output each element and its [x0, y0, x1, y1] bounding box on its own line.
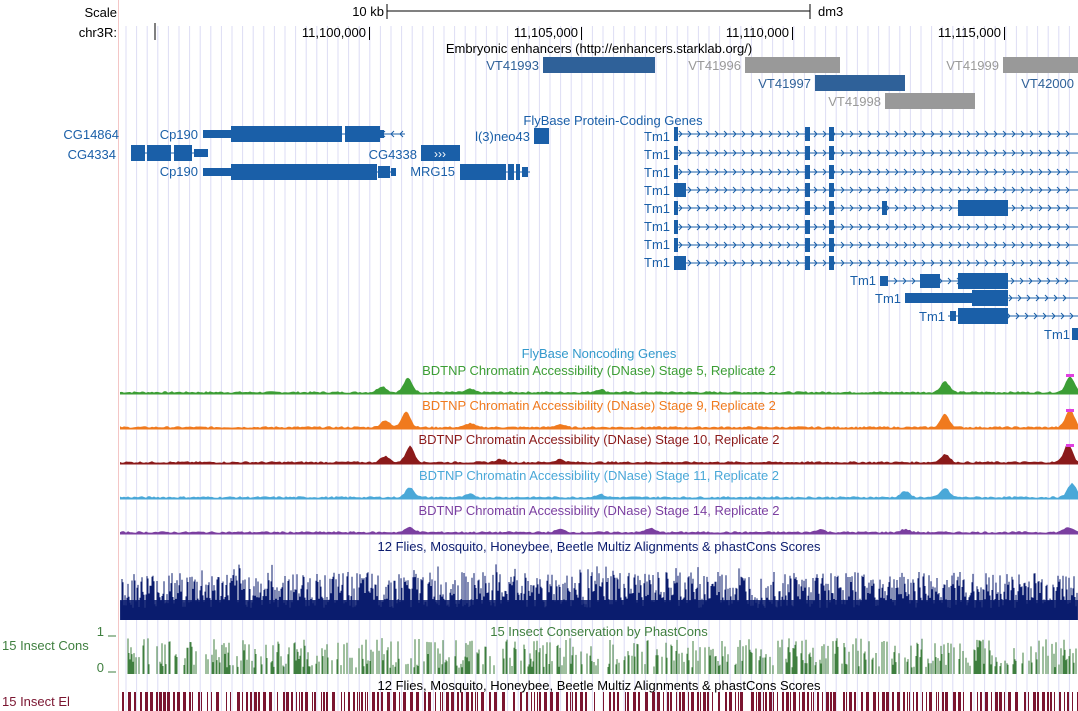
gene-model[interactable]: [421, 145, 460, 161]
ruler-tick-label: 11,110,000: [726, 25, 789, 40]
gene-label[interactable]: Tm1: [644, 165, 670, 180]
gene-label[interactable]: Tm1: [919, 309, 945, 324]
elements-title: 12 Flies, Mosquito, Honeybee, Beetle Mul…: [378, 678, 821, 693]
gene-model[interactable]: [131, 145, 208, 161]
gene-label[interactable]: Cp190: [160, 127, 198, 142]
gene-label[interactable]: Tm1: [644, 129, 670, 144]
gene-label[interactable]: Tm1: [850, 273, 876, 288]
dnase-title: BDTNP Chromatin Accessibility (DNase) St…: [422, 363, 776, 378]
enhancer-label[interactable]: VT41999: [946, 58, 999, 73]
strand-arrows-icon: ›››: [434, 147, 446, 161]
gene-model[interactable]: [674, 256, 1078, 270]
enhancers-track-title: Embryonic enhancers (http://enhancers.st…: [446, 41, 752, 56]
gene-model[interactable]: [948, 308, 1078, 324]
gene-model[interactable]: [674, 238, 1078, 252]
enhancer-label[interactable]: VT41993: [486, 58, 539, 73]
dnase-title: BDTNP Chromatin Accessibility (DNase) St…: [418, 503, 779, 518]
dnase-signal[interactable]: [120, 408, 1078, 430]
dnase-title: BDTNP Chromatin Accessibility (DNase) St…: [419, 468, 779, 483]
enhancer-label[interactable]: VT42000: [1021, 76, 1074, 91]
gene-model[interactable]: [674, 220, 1078, 234]
gene-label[interactable]: CG4334: [68, 147, 116, 162]
gene-label[interactable]: l(3)neo43: [475, 129, 530, 144]
gene-label[interactable]: Tm1: [644, 201, 670, 216]
gene-model[interactable]: [203, 164, 396, 180]
chrom-label: chr3R:: [79, 25, 117, 40]
gene-model[interactable]: [674, 146, 1078, 160]
phastcons-side-label[interactable]: 15 Insect Cons: [2, 638, 89, 653]
flybase-coding-track[interactable]: ›››: [131, 126, 1078, 340]
enhancer-label[interactable]: VT41997: [758, 76, 811, 91]
elements-track[interactable]: [122, 692, 1078, 711]
phastcons-track[interactable]: [127, 638, 1077, 674]
phastcons-ymax: 1: [97, 624, 104, 639]
gene-label[interactable]: CG4338: [369, 147, 417, 162]
flybase-coding-title: FlyBase Protein-Coding Genes: [523, 113, 703, 128]
multiz-track[interactable]: [120, 564, 1078, 620]
multiz-title: 12 Flies, Mosquito, Honeybee, Beetle Mul…: [378, 539, 821, 554]
scale-label: Scale: [84, 5, 117, 20]
gene-label[interactable]: MRG15: [410, 164, 455, 179]
gene-label[interactable]: Tm1: [1044, 327, 1070, 342]
dnase-title: BDTNP Chromatin Accessibility (DNase) St…: [418, 432, 779, 447]
ruler-tick-label: 11,115,000: [938, 25, 1001, 40]
gene-model[interactable]: [203, 126, 405, 142]
phastcons-title: 15 Insect Conservation by PhastCons: [490, 624, 708, 639]
gene-model[interactable]: [674, 183, 1078, 197]
ruler-tick-label: 11,105,000: [514, 25, 578, 40]
dnase-signal[interactable]: [120, 444, 1078, 465]
enhancer-label[interactable]: VT41996: [688, 58, 741, 73]
phastcons-ymin: 0: [97, 660, 104, 675]
gene-label[interactable]: Tm1: [644, 183, 670, 198]
gene-model[interactable]: [1072, 328, 1078, 340]
gene-label[interactable]: Tm1: [644, 255, 670, 270]
gene-model[interactable]: [460, 164, 530, 180]
gene-model[interactable]: [674, 200, 1078, 216]
gene-model[interactable]: [534, 128, 549, 144]
dnase-tracks[interactable]: [120, 374, 1078, 535]
enhancer-feature[interactable]: [885, 93, 975, 109]
dnase-signal[interactable]: [120, 482, 1078, 500]
dnase-signal[interactable]: [120, 374, 1078, 395]
gene-model[interactable]: [674, 165, 1078, 179]
assembly-label: dm3: [818, 4, 843, 19]
enhancer-label[interactable]: VT41998: [828, 94, 881, 109]
flybase-noncoding-title: FlyBase Noncoding Genes: [522, 346, 677, 361]
gene-label[interactable]: Tm1: [875, 291, 901, 306]
scale-bar: [386, 4, 811, 19]
enhancer-feature[interactable]: [745, 57, 840, 73]
dnase-signal[interactable]: [120, 526, 1078, 535]
ruler: [154, 23, 1005, 40]
gene-model[interactable]: [880, 273, 1078, 289]
enhancer-feature[interactable]: [543, 57, 655, 73]
enhancer-feature[interactable]: [1003, 57, 1078, 73]
gene-model[interactable]: [905, 290, 1078, 306]
gene-label[interactable]: Cp190: [160, 164, 198, 179]
ruler-tick-label: 11,100,000: [302, 25, 366, 40]
gene-label[interactable]: Tm1: [644, 219, 670, 234]
dnase-title: BDTNP Chromatin Accessibility (DNase) St…: [422, 398, 776, 413]
gene-label[interactable]: Tm1: [644, 147, 670, 162]
gene-label[interactable]: CG14864: [63, 127, 119, 142]
elements-side-label[interactable]: 15 Insect El: [2, 694, 70, 709]
scale-value: 10 kb: [352, 4, 384, 19]
gene-model[interactable]: [674, 127, 1078, 141]
enhancers-track[interactable]: [543, 57, 1078, 109]
enhancer-feature[interactable]: [815, 75, 905, 91]
gene-label[interactable]: Tm1: [644, 237, 670, 252]
